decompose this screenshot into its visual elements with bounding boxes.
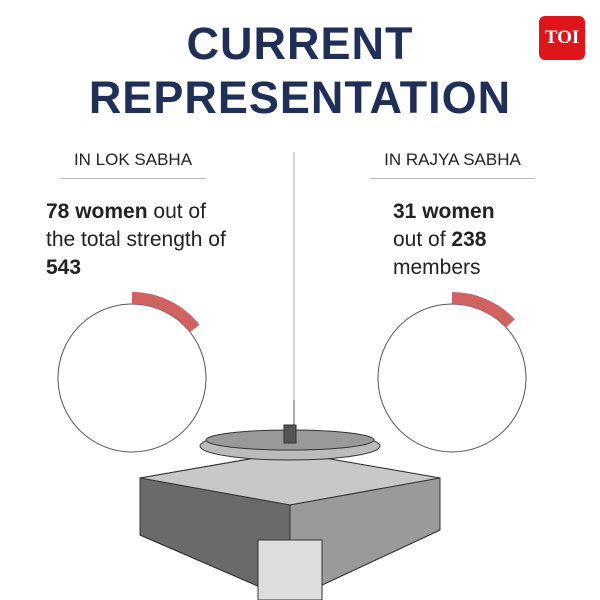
panel-text: 78 women out of the total strength of 54…: [46, 198, 231, 282]
panel-heading: IN LOK SABHA: [60, 150, 206, 179]
panel-heading: IN RAJYA SABHA: [370, 150, 535, 179]
total: 238: [451, 228, 487, 251]
count-label: women: [75, 200, 148, 223]
count: 78: [46, 200, 70, 223]
text: members: [393, 256, 481, 279]
title: REPRESENTATION: [88, 72, 512, 123]
panel-text: 31 women out of 238 members: [393, 198, 523, 282]
parliament-building: [139, 400, 441, 600]
count-label: women: [422, 200, 495, 223]
donut-ring: [57, 303, 207, 453]
text: out of: [393, 228, 446, 251]
women-share-arc: [131, 292, 200, 333]
women-share-arc: [451, 292, 515, 328]
title: CURRENT: [186, 18, 414, 69]
donut-ring: [377, 303, 527, 453]
text: out of the total strength of: [46, 200, 226, 251]
logo: TOI: [539, 16, 585, 60]
count: 31: [393, 200, 417, 223]
total: 543: [46, 256, 82, 279]
